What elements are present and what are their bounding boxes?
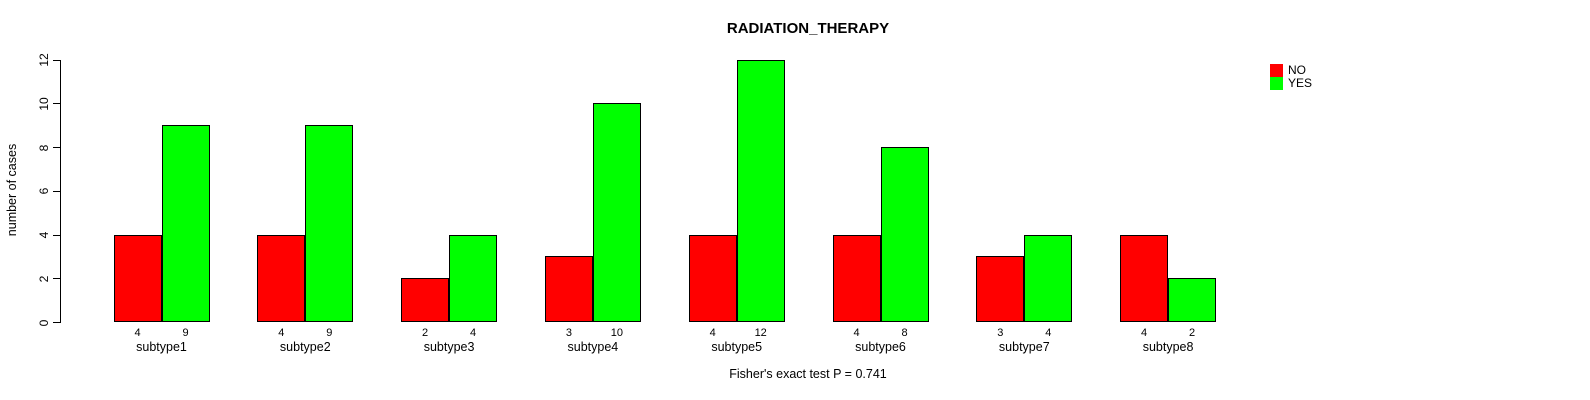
- y-tick-label: 12: [37, 53, 51, 67]
- y-tick-label: 10: [37, 97, 51, 111]
- legend-item-yes: YES: [1270, 77, 1312, 90]
- category-label-subtype3: subtype3: [423, 340, 475, 354]
- bar-count-label: 2: [422, 327, 429, 339]
- category-label-subtype5: subtype5: [711, 340, 763, 354]
- bar-yes-subtype5: [736, 59, 785, 322]
- category-label-subtype8: subtype8: [1142, 340, 1194, 354]
- bar-count-label: 3: [997, 327, 1004, 339]
- bar-no-subtype8: [1120, 234, 1169, 322]
- category-label-subtype2: subtype2: [279, 340, 331, 354]
- y-axis-tick: [53, 147, 60, 148]
- bar-count-label: 12: [754, 327, 767, 339]
- bar-count-label: 4: [1141, 327, 1148, 339]
- bar-count-label: 10: [610, 327, 624, 339]
- category-label-subtype6: subtype6: [855, 340, 906, 354]
- bar-no-subtype7: [976, 256, 1025, 322]
- bar-count-label: 4: [134, 327, 141, 339]
- y-axis-label: number of cases: [5, 143, 19, 237]
- bar-count-label: 4: [853, 327, 860, 339]
- bar-yes-subtype7: [1024, 234, 1073, 322]
- y-tick-label: 2: [37, 275, 51, 283]
- bar-yes-subtype3: [449, 234, 498, 322]
- bar-count-label: 4: [278, 327, 285, 339]
- legend-swatch-no: [1270, 64, 1283, 77]
- bar-yes-subtype2: [305, 125, 354, 322]
- annotation-text: Fisher's exact test P = 0.741: [729, 367, 887, 381]
- bar-count-label: 4: [709, 327, 716, 339]
- bar-count-label: 3: [565, 327, 572, 339]
- category-label-subtype4: subtype4: [567, 340, 619, 354]
- y-axis-tick: [53, 190, 60, 192]
- y-axis-tick: [53, 322, 60, 323]
- bar-no-subtype1: [113, 234, 162, 322]
- y-tick-label: 8: [37, 144, 51, 151]
- bar-no-subtype5: [688, 234, 737, 322]
- legend-swatch-yes: [1270, 77, 1283, 90]
- y-axis-tick: [53, 103, 60, 105]
- bar-no-subtype3: [401, 278, 450, 323]
- bar-count-label: 4: [1045, 327, 1052, 339]
- category-label-subtype7: subtype7: [998, 340, 1050, 354]
- bar-count-label: 9: [326, 327, 333, 339]
- legend-label-no: NO: [1288, 63, 1306, 77]
- legend-item-no: NO: [1270, 64, 1312, 77]
- y-tick-label: 0: [37, 319, 51, 326]
- y-axis-tick: [53, 278, 60, 280]
- bar-count-label: 2: [1189, 327, 1196, 339]
- y-axis-tick: [53, 59, 60, 61]
- y-axis-tick: [53, 234, 60, 236]
- chart-title: RADIATION_THERAPY: [726, 20, 890, 37]
- category-label-subtype1: subtype1: [136, 340, 187, 354]
- y-axis-line: [60, 59, 61, 323]
- legend: NO YES: [1270, 64, 1312, 90]
- y-tick-label: 6: [37, 187, 51, 195]
- bar-count-label: 9: [182, 327, 189, 339]
- bar-yes-subtype8: [1168, 278, 1217, 323]
- bar-yes-subtype6: [880, 147, 929, 322]
- bar-no-subtype4: [544, 256, 593, 322]
- legend-label-yes: YES: [1288, 76, 1313, 90]
- bar-no-subtype6: [832, 234, 881, 322]
- bar-no-subtype2: [257, 234, 306, 322]
- y-tick-label: 4: [37, 231, 51, 239]
- bar-count-label: 4: [470, 327, 477, 339]
- bar-count-label: 8: [901, 327, 908, 339]
- bar-yes-subtype1: [161, 125, 210, 322]
- bar-yes-subtype4: [592, 103, 641, 323]
